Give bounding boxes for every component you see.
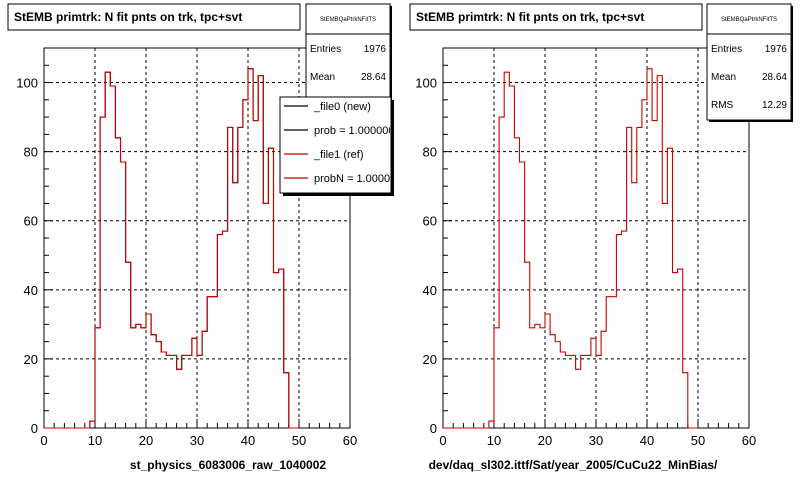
x-axis-label: dev/daq_sl302.ittf/Sat/year_2005/CuCu22_… [429,458,718,472]
legend-box [279,96,392,194]
x-axis-label: st_physics_6083006_raw_1040002 [130,458,326,472]
x-tick-label: 20 [538,433,552,448]
y-tick-label: 60 [423,214,437,229]
chart-title: StEMB primtrk: N fit pnts on trk, tpc+sv… [14,10,242,24]
x-tick-label: 40 [241,433,255,448]
stats-value: 28.64 [762,72,787,83]
stats-box [706,3,792,121]
legend-label: probN = 1.000000 [314,173,402,185]
y-tick-label: 40 [423,283,437,298]
legend-entries: _file0 (new) prob = 1.000000 _file1 (ref) p… [284,101,402,185]
stats-label: RMS [711,100,734,111]
x-tick-label: 60 [742,433,756,448]
histogram-series-line [443,68,698,429]
chart-title: StEMB primtrk: N fit pnts on trk, tpc+sv… [416,10,644,24]
stats-label: Entries [711,44,742,55]
x-tick-label: 0 [439,433,446,448]
y-tick-label: 100 [415,76,437,91]
x-tick-label: 60 [343,433,357,448]
x-tick-label: 10 [487,433,501,448]
x-tick-label: 0 [40,433,47,448]
y-tick-label: 60 [24,214,38,229]
y-tick-label: 0 [430,421,437,436]
y-tick-label: 100 [16,76,38,91]
legend-label: _file1 (ref) [313,149,364,161]
legend-label: prob = 1.000000 [314,125,394,137]
histogram-panel-2: 0 10 20 30 40 50 60 0 20 40 60 80 100 StEMB primtrk: … [409,3,793,472]
x-tick-label: 10 [88,433,102,448]
y-tick-label: 20 [423,352,437,367]
stats-label: Mean [310,72,335,83]
y-tick-label: 0 [31,421,38,436]
histogram-series-line [44,68,299,429]
stats-label: Mean [711,72,736,83]
x-tick-label: 50 [292,433,306,448]
x-tick-label: 30 [589,433,603,448]
y-tick-label: 40 [24,283,38,298]
stats-value: 28.64 [361,72,386,83]
stats-value: 1976 [765,44,788,55]
y-tick-label: 80 [24,145,38,160]
title-box [7,3,301,31]
stats-name: StEMBQaPtrkNFitTS [721,17,777,23]
x-tick-label: 50 [691,433,705,448]
stats-label: Entries [310,44,341,55]
stats-name: StEMBQaPtrkNFitTS [320,17,376,23]
stats-value: 1976 [364,44,387,55]
title-box [409,3,703,31]
x-tick-label: 20 [139,433,153,448]
histogram-panel-1: 0 10 20 30 40 50 60 0 20 40 60 80 100 StEMB primtrk: … [7,3,402,472]
stats-value: 12.29 [762,100,787,111]
y-tick-label: 20 [24,352,38,367]
x-tick-label: 40 [640,433,654,448]
legend-label: _file0 (new) [313,101,371,113]
x-tick-label: 30 [190,433,204,448]
y-tick-label: 80 [423,145,437,160]
